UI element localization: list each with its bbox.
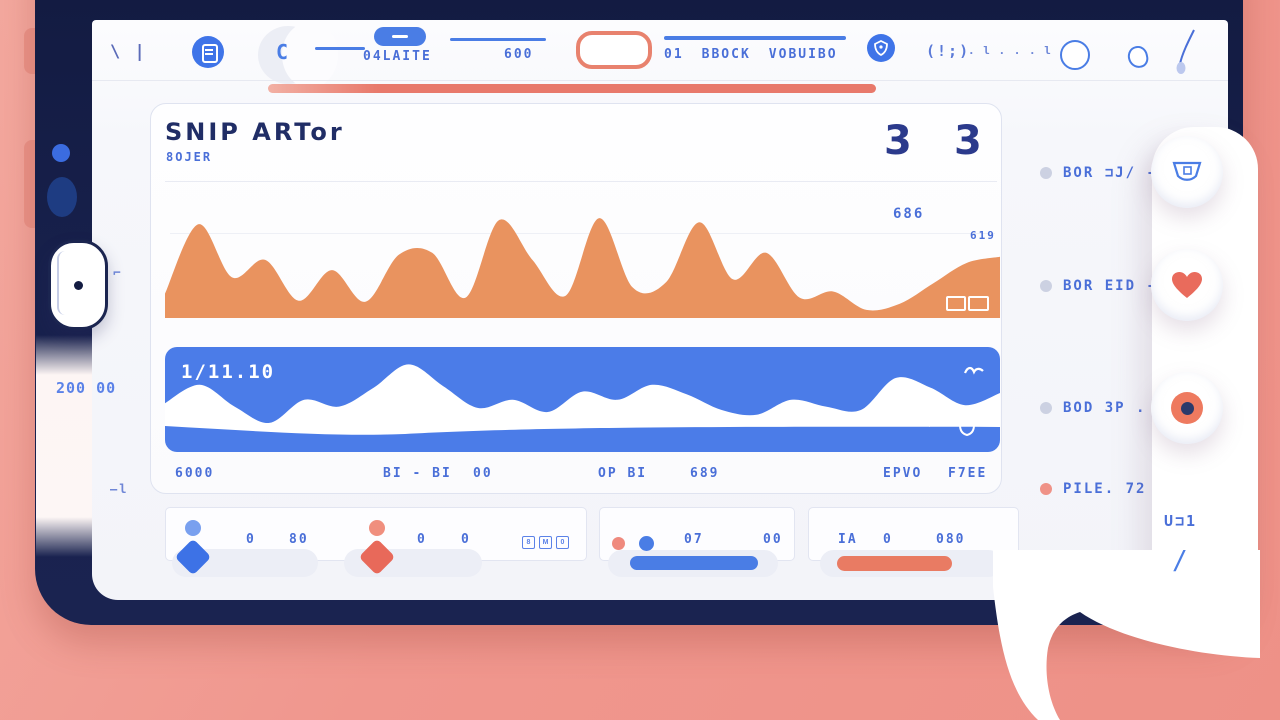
margin-mark-top: ⌐ bbox=[113, 266, 123, 281]
x-label-6: F7EE bbox=[948, 466, 988, 481]
side-button-ridge bbox=[57, 251, 73, 315]
progress-bar-blue bbox=[630, 556, 758, 570]
orange-wave-path bbox=[165, 218, 1000, 318]
nav-item-vobuibo[interactable]: VOBUIBO bbox=[768, 47, 838, 62]
card-title-divider bbox=[165, 181, 997, 182]
app-logo: \ | bbox=[110, 42, 147, 62]
badge-2: 0 bbox=[556, 536, 569, 549]
sidebar-action-record[interactable] bbox=[1151, 372, 1223, 444]
person-blue-head bbox=[185, 520, 201, 536]
tab-label[interactable]: 04LAITE bbox=[363, 49, 432, 64]
pill-dash bbox=[392, 35, 408, 38]
toolbar-hairline bbox=[92, 80, 1228, 81]
sidebar-footer-slash: / bbox=[1172, 546, 1190, 576]
shield-icon[interactable] bbox=[867, 34, 895, 62]
circle-outline-icon[interactable] bbox=[1060, 40, 1090, 70]
sidebar-footer-text: U⊐1 bbox=[1164, 512, 1198, 530]
x-label-5: EPVO bbox=[883, 466, 923, 481]
sidebar-action-cup[interactable] bbox=[1151, 136, 1223, 208]
orange-area-chart bbox=[165, 218, 1000, 318]
device-left-text: 200 00 bbox=[56, 379, 117, 397]
orange-chart-submetric: 619 bbox=[970, 229, 996, 242]
x-label-3: OP BI bbox=[598, 466, 648, 481]
stat-value-a: 3 bbox=[884, 118, 912, 164]
sidebar-bullet-2 bbox=[1040, 280, 1052, 292]
sidebar-item-1-label[interactable]: BOR ⊐J/ - bbox=[1063, 165, 1157, 181]
device-side-button[interactable] bbox=[48, 240, 108, 330]
sidebar-action-heart[interactable] bbox=[1151, 249, 1223, 321]
x-label-0: 6000 bbox=[175, 466, 215, 481]
ticks-glyph-icon[interactable]: . l . . . l bbox=[968, 44, 1052, 57]
panel-bubble-tail bbox=[993, 550, 1260, 720]
stat-card3-value1: IA bbox=[838, 532, 858, 547]
stat-card2-value2: 00 bbox=[763, 532, 783, 547]
active-tab-pill[interactable] bbox=[374, 27, 426, 46]
sidebar-item-3-label[interactable]: BOD 3P . bbox=[1063, 400, 1147, 416]
record-pill-button[interactable] bbox=[576, 31, 652, 69]
band-wave-path bbox=[165, 364, 1000, 435]
legend-dot-salmon bbox=[612, 537, 625, 550]
nav-links: 01 BBOCK VOBUIBO bbox=[664, 47, 838, 62]
sidebar-item-2-label[interactable]: BOR EID - bbox=[1063, 278, 1157, 294]
stat-card1-value3: 0 bbox=[417, 532, 427, 547]
x-label-1: BI - BI bbox=[383, 466, 452, 481]
search-bubble-mask bbox=[282, 22, 338, 88]
camera-dot-small bbox=[52, 144, 70, 162]
blue-band-chart: 1/11.10 bbox=[165, 347, 1000, 452]
toolbar-divider-line-1 bbox=[315, 47, 365, 50]
stat-card2-value1: 07 bbox=[684, 532, 704, 547]
chart-badge-button-2[interactable] bbox=[968, 296, 989, 311]
stat-card1-badges: 8 M 0 bbox=[522, 536, 569, 549]
side-button-dot bbox=[74, 281, 83, 290]
sidebar-bullet-4 bbox=[1040, 483, 1052, 495]
sidebar-bullet-1 bbox=[1040, 167, 1052, 179]
card-subtitle: 8OJER bbox=[166, 150, 213, 164]
camera-lens bbox=[47, 177, 77, 217]
search-letter-icon: C bbox=[276, 40, 291, 64]
quill-icon[interactable] bbox=[1174, 28, 1200, 76]
avatar[interactable] bbox=[192, 36, 224, 68]
stat-card1-value4: 0 bbox=[461, 532, 471, 547]
paren-glyph-icon[interactable]: (!;) bbox=[926, 42, 971, 60]
progress-bar-salmon bbox=[837, 556, 952, 571]
stat-card3-value3: 080 bbox=[936, 532, 966, 547]
avatar-doc-icon bbox=[202, 44, 218, 63]
shield-outline-icon bbox=[958, 419, 976, 437]
counter-label: 600 bbox=[504, 47, 534, 62]
bird-icon bbox=[963, 366, 984, 375]
sidebar-bullet-3 bbox=[1040, 402, 1052, 414]
stat-card1-value1: 0 bbox=[246, 532, 256, 547]
floating-side-panel bbox=[1152, 127, 1258, 615]
chart-badge-button-1[interactable] bbox=[946, 296, 966, 311]
nav-item-bbock[interactable]: BBOCK bbox=[701, 47, 751, 62]
bezel-fade bbox=[36, 335, 92, 557]
badge-1: M bbox=[539, 536, 552, 549]
band-wave-svg bbox=[165, 364, 1000, 435]
person-salmon-head bbox=[369, 520, 385, 536]
x-label-4: 689 bbox=[690, 466, 720, 481]
orange-chart-metric: 686 bbox=[893, 206, 925, 222]
stat-card3-value2: 0 bbox=[883, 532, 893, 547]
legend-dot-blue bbox=[639, 536, 654, 551]
stat-card1-value2: 80 bbox=[289, 532, 309, 547]
heart-icon bbox=[1172, 272, 1202, 298]
x-label-2: 00 bbox=[473, 466, 493, 481]
sidebar-item-4-label[interactable]: PILE. 72 bbox=[1063, 481, 1147, 497]
toolbar-divider-line-2 bbox=[450, 38, 546, 41]
margin-mark-bottom: —l bbox=[110, 482, 129, 496]
cup-icon bbox=[1172, 161, 1202, 181]
orange-chart-gridline bbox=[170, 233, 995, 234]
card-title: SNIP ARTor bbox=[165, 118, 345, 146]
band-label: 1/11.10 bbox=[181, 361, 276, 383]
nav-underline bbox=[664, 36, 846, 40]
salmon-underline-bar bbox=[268, 84, 876, 93]
nav-item-01[interactable]: 01 bbox=[664, 47, 684, 62]
badge-0: 8 bbox=[522, 536, 535, 549]
record-icon bbox=[1171, 392, 1203, 424]
stat-value-b: 3 bbox=[954, 118, 982, 164]
